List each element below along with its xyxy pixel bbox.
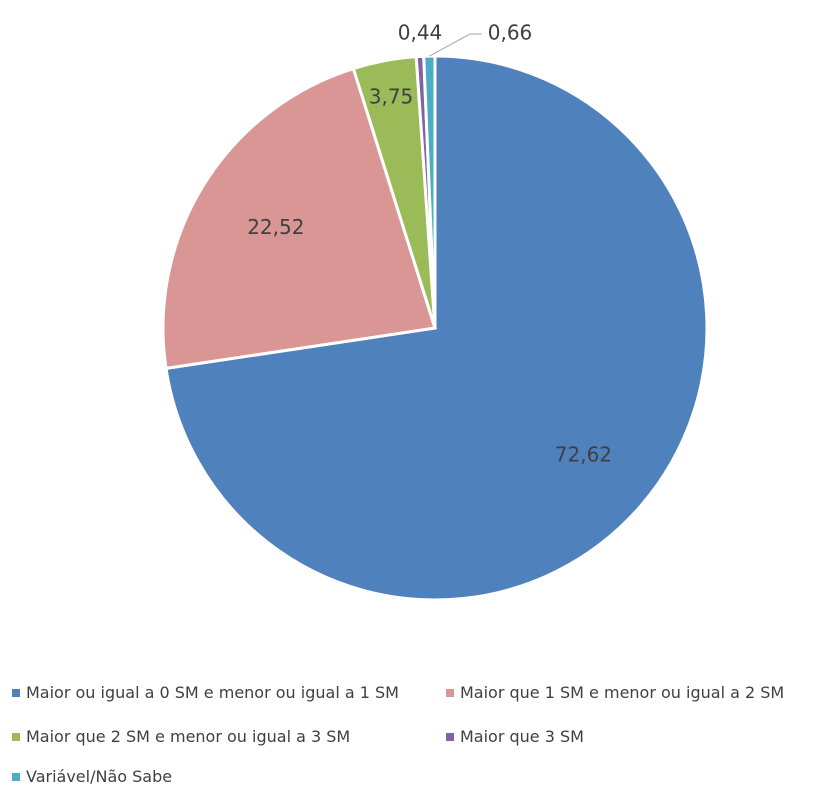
legend-label-4: Variável/Não Sabe (26, 767, 173, 786)
legend-swatch-4 (12, 772, 20, 781)
data-label-1: 22,52 (247, 215, 304, 239)
legend-swatch-1 (446, 688, 454, 697)
legend-swatch-0 (12, 688, 20, 697)
data-label-0: 72,62 (555, 442, 612, 466)
data-label-4: 0,66 (488, 21, 533, 45)
pie-slice-1 (161, 66, 437, 371)
leader-line-4 (429, 33, 482, 57)
legend-swatch-3 (446, 732, 454, 741)
legend-item-4: Variável/Não Sabe (12, 767, 172, 786)
legend-item-1: Maior que 1 SM e menor ou igual a 2 SM (446, 683, 784, 702)
legend-swatch-2 (12, 732, 20, 741)
legend-label-2: Maior que 2 SM e menor ou igual a 3 SM (26, 727, 351, 746)
legend-item-3: Maior que 3 SM (446, 727, 584, 746)
pie-chart: 72,62 22,52 3,75 0,44 0,66 (161, 21, 709, 602)
legend-item-2: Maior que 2 SM e menor ou igual a 3 SM (12, 727, 350, 746)
legend-label-1: Maior que 1 SM e menor ou igual a 2 SM (460, 683, 785, 702)
data-label-3: 0,44 (398, 21, 443, 45)
legend-label-3: Maior que 3 SM (460, 727, 584, 746)
data-label-2: 3,75 (369, 85, 414, 109)
legend-item-0: Maior ou igual a 0 SM e menor ou igual a… (12, 683, 399, 702)
legend-label-0: Maior ou igual a 0 SM e menor ou igual a… (26, 683, 399, 702)
